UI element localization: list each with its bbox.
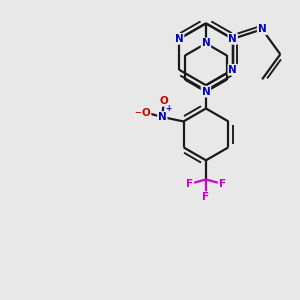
- Text: N: N: [202, 87, 210, 97]
- Text: N: N: [175, 34, 184, 44]
- Text: N: N: [228, 65, 237, 75]
- Text: O: O: [142, 108, 151, 118]
- Text: N: N: [258, 24, 266, 34]
- Text: O: O: [159, 96, 168, 106]
- Text: F: F: [219, 179, 226, 189]
- Text: N: N: [158, 112, 167, 122]
- Text: N: N: [202, 38, 210, 48]
- Text: −: −: [134, 108, 141, 117]
- Text: +: +: [166, 104, 172, 113]
- Text: N: N: [228, 34, 237, 44]
- Text: F: F: [186, 179, 193, 189]
- Text: F: F: [202, 192, 209, 202]
